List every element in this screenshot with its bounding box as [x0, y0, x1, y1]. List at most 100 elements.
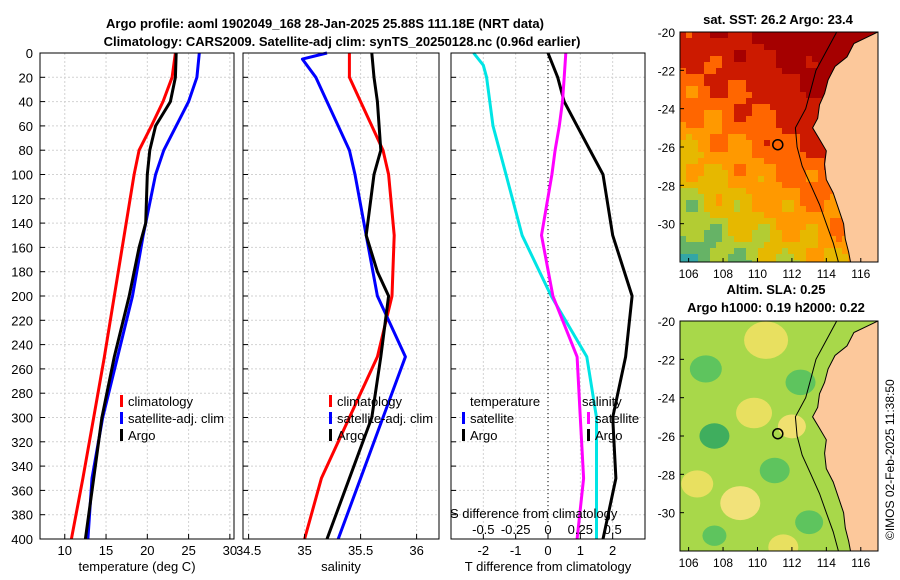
sst-cell — [698, 260, 704, 262]
sst-cell — [704, 170, 710, 176]
sst-cell — [788, 50, 794, 56]
sst-cell — [746, 128, 752, 134]
sst-cell — [812, 212, 818, 218]
x-tick-label: 108 — [713, 556, 733, 570]
series-line-temperature-satellite — [472, 52, 598, 539]
sst-cell — [710, 104, 716, 110]
sst-cell — [794, 68, 800, 74]
sst-cell — [806, 80, 812, 86]
sst-cell — [764, 236, 770, 242]
sst-cell — [836, 50, 842, 56]
sst-cell — [824, 212, 830, 218]
sst-cell — [800, 128, 806, 134]
sst-cell — [776, 170, 782, 176]
sst-cell — [710, 170, 716, 176]
sst-cell — [716, 230, 722, 236]
sst-cell — [818, 188, 824, 194]
sst-cell — [758, 248, 764, 254]
sst-cell — [740, 200, 746, 206]
sst-cell — [770, 176, 776, 182]
sst-cell — [800, 38, 806, 44]
sst-cell — [734, 104, 740, 110]
sst-cell — [758, 32, 764, 38]
sst-cell — [698, 254, 704, 260]
sst-cell — [794, 158, 800, 164]
sst-cell — [812, 206, 818, 212]
sst-cell — [764, 80, 770, 86]
sst-cell — [722, 242, 728, 248]
temperature-panel: 10 15 20 25 30020406080100120140160180200220… — [11, 46, 237, 574]
sst-cell — [704, 122, 710, 128]
sst-cell — [734, 122, 740, 128]
sst-cell — [692, 176, 698, 182]
sst-cell — [824, 260, 830, 262]
sst-cell — [800, 80, 806, 86]
x-tick-label: -1 — [510, 543, 522, 558]
sst-cell — [782, 32, 788, 38]
sst-cell — [782, 134, 788, 140]
sst-cell — [818, 158, 824, 164]
sst-cell — [788, 122, 794, 128]
sst-cell — [680, 248, 686, 254]
sst-cell — [710, 200, 716, 206]
sst-cell — [728, 32, 734, 38]
sst-cell — [716, 242, 722, 248]
sst-cell — [722, 56, 728, 62]
sst-cell — [758, 218, 764, 224]
sst-cell — [752, 242, 758, 248]
sst-cell — [836, 212, 842, 218]
sst-cell — [770, 44, 776, 50]
sst-cell — [770, 62, 776, 68]
sst-cell — [728, 80, 734, 86]
x2-tick-label: 0.25 — [568, 522, 593, 537]
sst-cell — [728, 116, 734, 122]
sst-cell — [716, 170, 722, 176]
sst-cell — [806, 68, 812, 74]
sst-cell — [716, 68, 722, 74]
sst-cell — [764, 86, 770, 92]
sst-cell — [824, 68, 830, 74]
legend-swatch — [329, 395, 332, 407]
sst-cell — [776, 212, 782, 218]
sst-cell — [728, 62, 734, 68]
sst-cell — [686, 230, 692, 236]
sst-cell — [710, 224, 716, 230]
sst-cell — [692, 200, 698, 206]
sst-cell — [728, 260, 734, 262]
sst-cell — [788, 218, 794, 224]
sst-cell — [704, 44, 710, 50]
sst-cell — [746, 188, 752, 194]
sst-cell — [812, 218, 818, 224]
sst-cell — [704, 32, 710, 38]
sst-cell — [836, 218, 842, 224]
sst-cell — [722, 116, 728, 122]
sst-cell — [692, 50, 698, 56]
sst-cell — [806, 134, 812, 140]
sst-cell — [734, 188, 740, 194]
sst-cell — [752, 80, 758, 86]
sst-cell — [746, 74, 752, 80]
sst-cell — [806, 224, 812, 230]
sst-cell — [824, 248, 830, 254]
sst-cell — [824, 254, 830, 260]
sst-cell — [800, 254, 806, 260]
x-tick-label: 110 — [748, 556, 767, 570]
sst-cell — [716, 206, 722, 212]
sst-cell — [758, 80, 764, 86]
sst-cell — [782, 218, 788, 224]
sst-cell — [698, 146, 704, 152]
sst-cell — [752, 194, 758, 200]
sst-cell — [758, 170, 764, 176]
legend-label: Argo — [128, 428, 155, 443]
sst-cell — [710, 140, 716, 146]
sst-cell — [788, 188, 794, 194]
sst-cell — [680, 98, 686, 104]
y-tick-label: 0 — [26, 46, 33, 61]
sst-cell — [692, 44, 698, 50]
sst-cell — [686, 68, 692, 74]
sst-cell — [692, 134, 698, 140]
sst-cell — [746, 254, 752, 260]
sst-cell — [698, 104, 704, 110]
sst-cell — [758, 224, 764, 230]
sst-cell — [782, 158, 788, 164]
